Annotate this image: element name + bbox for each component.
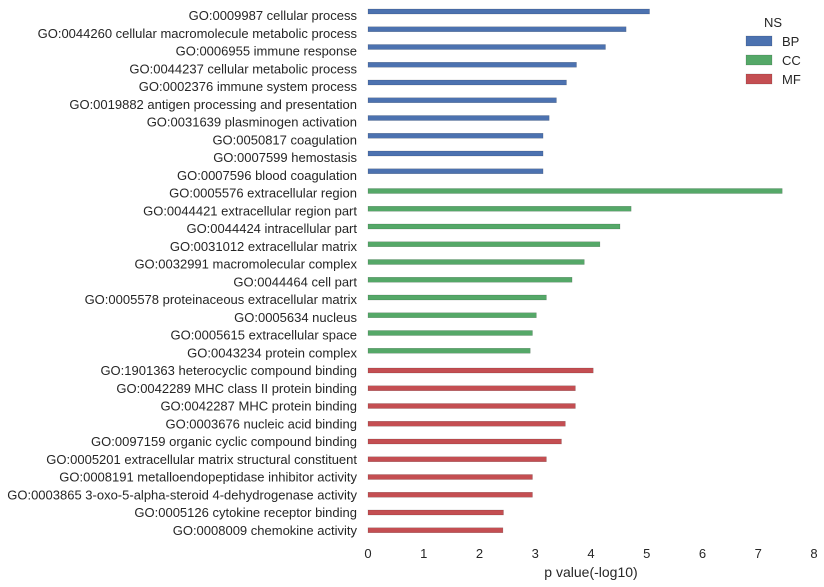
category-label: GO:0007599 hemostasis [213, 150, 357, 165]
bar-bp [367, 62, 577, 68]
x-tick-label: 2 [476, 546, 483, 561]
category-label: GO:0005126 cytokine receptor binding [134, 505, 357, 520]
bar-mf [367, 509, 504, 516]
bar-bp [367, 115, 550, 121]
bar-mf [367, 421, 566, 427]
bars [367, 8, 783, 533]
category-label: GO:0032991 macromolecular complex [134, 257, 357, 272]
category-label: GO:0006955 immune response [176, 44, 357, 59]
category-label: GO:0050817 coagulation [212, 132, 357, 147]
category-label: GO:0042287 MHC protein binding [160, 399, 357, 414]
legend-title: NS [764, 15, 782, 30]
category-label: GO:0003865 3-oxo-5-alpha-steroid 4-dehyd… [7, 487, 357, 502]
bar-mf [367, 403, 576, 409]
bar-cc [367, 348, 531, 354]
bar-mf [367, 474, 533, 480]
bar-bp [367, 26, 627, 32]
bar-bp [367, 97, 557, 103]
category-label: GO:0008009 chemokine activity [173, 523, 358, 538]
bar-cc [367, 277, 573, 283]
category-label: GO:0005201 extracellular matrix structur… [46, 452, 357, 467]
x-tick-label: 0 [364, 546, 371, 561]
category-label: GO:0005615 extracellular space [171, 328, 357, 343]
bar-bp [367, 8, 650, 15]
x-tick-label: 3 [532, 546, 539, 561]
category-label: GO:0044237 cellular metabolic process [129, 61, 357, 76]
legend-label-mf: MF [782, 72, 801, 87]
bar-cc [367, 259, 585, 265]
bar-cc [367, 312, 537, 318]
category-label: GO:0005578 proteinaceous extracellular m… [85, 292, 358, 307]
bar-mf [367, 456, 547, 462]
x-axis-title: p value(-log10) [544, 564, 637, 580]
category-label: GO:0009987 cellular process [189, 8, 358, 23]
category-label: GO:0005576 extracellular region [169, 186, 357, 201]
bar-cc [367, 241, 601, 247]
bar-cc [367, 294, 547, 301]
bar-cc [367, 188, 783, 194]
category-label: GO:0042289 MHC class II protein binding [116, 381, 357, 396]
x-tick-label: 7 [755, 546, 762, 561]
category-label: GO:0008191 metalloendopeptidase inhibito… [59, 470, 357, 485]
bar-mf [367, 367, 594, 374]
legend-swatch-bp [745, 35, 773, 47]
x-tick-label: 6 [699, 546, 706, 561]
bar-bp [367, 44, 606, 50]
x-tick-label: 5 [643, 546, 650, 561]
category-label: GO:0019882 antigen processing and presen… [69, 97, 357, 112]
category-label: GO:0031639 plasminogen activation [147, 115, 357, 130]
bar-mf [367, 492, 533, 498]
legend-label-bp: BP [782, 34, 799, 49]
category-label: GO:1901363 heterocyclic compound binding [100, 363, 357, 378]
bar-mf [367, 438, 562, 445]
x-tick-label: 8 [810, 546, 817, 561]
bar-mf [367, 385, 576, 391]
legend-swatch-cc [745, 54, 773, 66]
category-label: GO:0003676 nucleic acid binding [165, 416, 357, 431]
category-label: GO:0005634 nucleus [234, 310, 357, 325]
legend-label-cc: CC [782, 53, 801, 68]
category-label: GO:0031012 extracellular matrix [170, 239, 358, 254]
legend: NS BP CC MF [745, 15, 801, 87]
bar-bp [367, 79, 567, 86]
x-axis: 0 1 2 3 4 5 6 7 8 [364, 546, 817, 561]
bar-bp [367, 150, 544, 157]
bar-cc [367, 330, 533, 336]
category-label: GO:0044260 cellular macromolecule metabo… [38, 26, 358, 41]
bar-cc [367, 223, 621, 230]
category-labels: GO:0009987 cellular process GO:0044260 ce… [7, 8, 357, 538]
category-label: GO:0002376 immune system process [139, 79, 358, 94]
x-tick-label: 4 [587, 546, 594, 561]
legend-swatch-mf [745, 73, 773, 85]
category-label: GO:0097159 organic cyclic compound bindi… [91, 434, 357, 449]
x-tick-label: 1 [420, 546, 427, 561]
category-label: GO:0044421 extracellular region part [143, 203, 357, 218]
category-label: GO:0043234 protein complex [187, 345, 357, 360]
category-label: GO:0044424 intracellular part [186, 221, 357, 236]
bar-bp [367, 168, 544, 174]
category-label: GO:0044464 cell part [233, 274, 357, 289]
category-label: GO:0007596 blood coagulation [177, 168, 357, 183]
bar-bp [367, 133, 544, 139]
bar-cc [367, 206, 632, 212]
bar-mf [367, 527, 504, 533]
